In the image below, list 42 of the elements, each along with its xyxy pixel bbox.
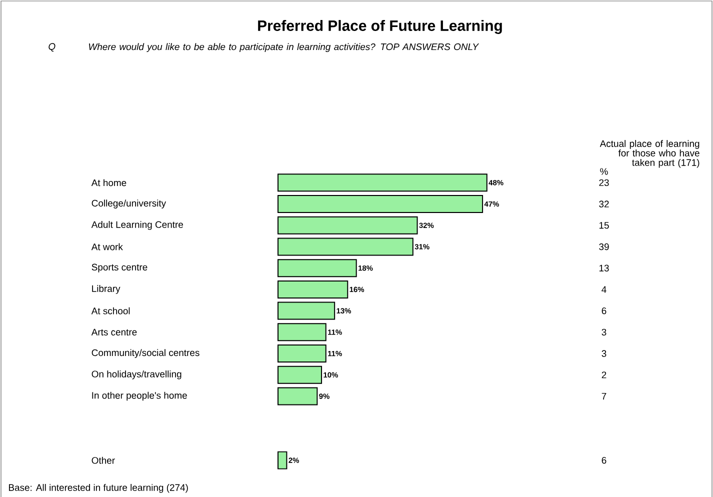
bar <box>278 195 484 214</box>
chart-subtitle: Where would you like to be able to participate in learning activities? TOP ANSWERS ONLY <box>89 43 480 52</box>
y-tick-label: Library <box>92 285 120 294</box>
y-tick-label: In other people's home <box>92 392 187 401</box>
text: Actual place of learning for those who have taken part (171) <box>600 140 700 168</box>
y-tick-label: At school <box>91 307 130 314</box>
chart-title: Preferred Place of Future Learning <box>258 20 502 34</box>
bar <box>278 216 418 234</box>
y-tick-label: At work <box>91 243 123 250</box>
bar <box>278 387 318 406</box>
bar <box>278 238 414 256</box>
y-tick-label: Community/social centres <box>92 349 200 358</box>
bar <box>278 302 336 320</box>
y-tick-label: Other <box>92 456 115 464</box>
y-tick-label: Sports centre <box>92 264 148 272</box>
text: % <box>600 168 608 175</box>
text: 13 <box>599 264 609 272</box>
bar <box>278 174 488 192</box>
text: 23 <box>599 179 609 186</box>
text: 15 <box>599 222 609 229</box>
y-tick-label: College/university <box>92 200 166 208</box>
bar <box>278 323 326 342</box>
bar <box>278 451 288 470</box>
text: 6 <box>602 307 606 314</box>
text: 2 <box>602 372 606 378</box>
text: 3 <box>602 350 606 357</box>
bar <box>278 344 326 363</box>
text: Base: All interested in future learning (274) <box>8 484 188 493</box>
bar <box>278 366 322 384</box>
bar <box>278 259 357 278</box>
y-tick-label: Adult Learning Centre <box>91 220 183 230</box>
text: 39 <box>599 243 609 250</box>
y-tick-label: Arts centre <box>91 328 137 336</box>
bar <box>278 280 348 298</box>
text: 6 <box>602 456 606 464</box>
text: 3 <box>602 328 606 336</box>
text: Q <box>48 43 56 52</box>
y-tick-label: On holidays/travelling <box>92 370 182 380</box>
text: 4 <box>602 286 606 293</box>
text: 32 <box>599 200 609 208</box>
y-tick-label: At home <box>91 179 126 186</box>
text: 7 <box>602 392 606 400</box>
